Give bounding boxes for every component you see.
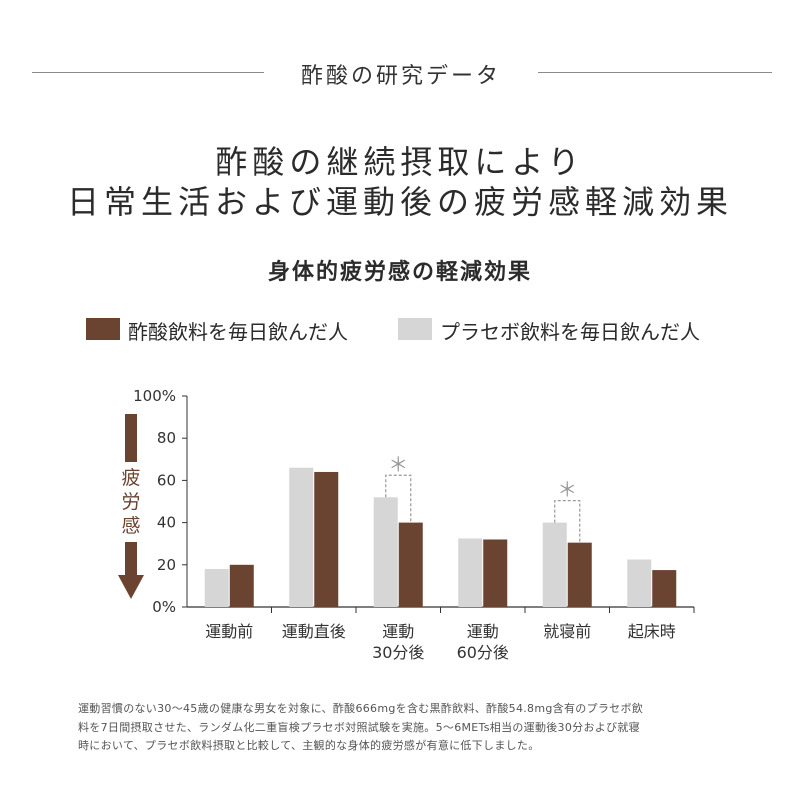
bar-vinegar (567, 542, 592, 607)
y-tick-label: 0% (152, 598, 176, 616)
y-tick-label: 100% (133, 387, 176, 405)
y-tick-label: 20 (157, 556, 176, 574)
divider-right (538, 72, 772, 73)
footnote-line-2: 料を7日間摂取させた、ランダム化二重盲検プラセボ対照試験を実施。5～6METs相… (78, 720, 640, 734)
bar-vinegar (483, 539, 508, 607)
divider-left (32, 72, 264, 73)
headline-line-1: 酢酸の継続摂取により (215, 143, 585, 181)
bar-placebo (373, 497, 398, 607)
bar-vinegar (652, 570, 677, 607)
y-tick-label: 60 (157, 471, 176, 489)
bar-placebo (627, 559, 652, 607)
headline-line-2: 日常生活および運動後の疲労感軽減効果 (66, 183, 733, 221)
section-header: 酢酸の研究データ (0, 52, 800, 92)
y-tick-label: 80 (157, 429, 176, 447)
bar-placebo (289, 467, 314, 607)
x-tick-label: 運動 (382, 622, 414, 641)
x-tick-label: 60分後 (457, 643, 509, 662)
section-title: 酢酸の研究データ (300, 64, 501, 89)
y-tick-label: 40 (157, 514, 176, 532)
fatigue-label-char: 疲 (121, 467, 140, 489)
footnote-line-3: 時において、プラセボ飲料摂取と比較して、主観的な身体的疲労感が有意に低下しました… (78, 739, 540, 752)
fatigue-arrow-head (118, 575, 144, 599)
legend-label-vinegar: 酢酸飲料を毎日飲んだ人 (128, 320, 348, 344)
bar-vinegar (314, 471, 339, 607)
x-tick-label: 30分後 (372, 643, 424, 662)
chart-title: 身体的疲労感の軽減効果 (267, 260, 532, 285)
significance-asterisk: ＊ (388, 452, 408, 476)
significance-asterisk: ＊ (557, 478, 577, 502)
legend-swatch-vinegar (86, 318, 120, 340)
x-tick-label: 運動前 (205, 622, 253, 641)
bar-placebo (204, 569, 229, 607)
footnote-line-1: 運動習慣のない30～45歳の健康な男女を対象に、酢酸666mgを含む黒酢飲料、酢… (78, 702, 644, 715)
bar-vinegar (229, 564, 254, 607)
fatigue-label-char: 労 (121, 491, 140, 513)
fatigue-label-char: 感 (121, 515, 140, 537)
x-tick-label: 就寝前 (543, 622, 591, 641)
footnote: 運動習慣のない30～45歳の健康な男女を対象に、酢酸666mgを含む黒酢飲料、酢… (78, 700, 754, 756)
bar-placebo (458, 538, 483, 607)
significance-bracket (554, 500, 581, 543)
fatigue-label-bg (115, 462, 147, 542)
legend-label-placebo: プラセボ飲料を毎日飲んだ人 (440, 320, 700, 344)
x-tick-label: 運動直後 (282, 622, 346, 641)
bar-placebo (542, 522, 567, 607)
bar-vinegar (398, 522, 423, 607)
legend-swatch-placebo (398, 318, 432, 340)
significance-bracket (385, 474, 412, 523)
x-tick-label: 運動 (467, 622, 499, 641)
x-tick-label: 起床時 (628, 622, 676, 641)
